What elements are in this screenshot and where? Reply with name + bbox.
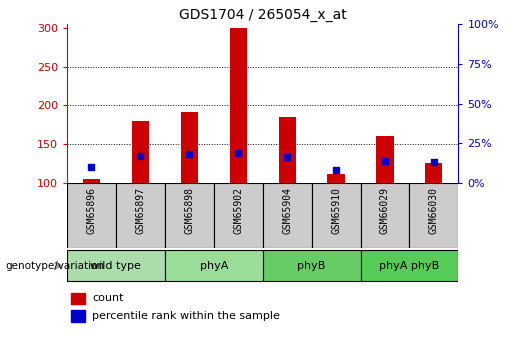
Bar xyxy=(67,183,116,248)
Text: genotype/variation: genotype/variation xyxy=(5,261,104,270)
Text: wild type: wild type xyxy=(91,261,141,270)
Text: GSM66030: GSM66030 xyxy=(429,187,439,235)
Bar xyxy=(71,293,84,304)
Bar xyxy=(425,164,442,183)
Bar xyxy=(279,117,296,183)
Text: phyA: phyA xyxy=(199,261,228,270)
Bar xyxy=(263,250,360,281)
Text: phyB: phyB xyxy=(297,261,326,270)
Bar xyxy=(165,250,263,281)
Text: GSM66029: GSM66029 xyxy=(380,187,390,235)
Bar xyxy=(409,183,458,248)
Text: GSM65902: GSM65902 xyxy=(233,187,243,235)
Text: phyA phyB: phyA phyB xyxy=(380,261,439,270)
Text: count: count xyxy=(92,293,124,303)
Bar xyxy=(83,179,100,183)
Bar xyxy=(230,28,247,183)
Bar xyxy=(116,183,165,248)
Point xyxy=(332,167,340,173)
Text: GSM65910: GSM65910 xyxy=(331,187,341,235)
Text: GSM65898: GSM65898 xyxy=(184,187,194,235)
Bar xyxy=(214,183,263,248)
Bar xyxy=(312,183,360,248)
Bar xyxy=(165,183,214,248)
Point xyxy=(185,151,194,157)
Bar xyxy=(360,183,409,248)
Point xyxy=(136,153,144,159)
Bar xyxy=(132,121,149,183)
Point xyxy=(283,155,291,160)
Text: GSM65904: GSM65904 xyxy=(282,187,292,235)
Title: GDS1704 / 265054_x_at: GDS1704 / 265054_x_at xyxy=(179,8,347,22)
Point xyxy=(381,158,389,164)
Bar xyxy=(360,250,458,281)
Bar xyxy=(181,112,198,183)
Bar xyxy=(71,310,84,322)
Bar xyxy=(67,250,165,281)
Text: percentile rank within the sample: percentile rank within the sample xyxy=(92,311,280,321)
Bar xyxy=(328,174,345,183)
Text: GSM65897: GSM65897 xyxy=(135,187,145,235)
Text: GSM65896: GSM65896 xyxy=(87,187,96,235)
Bar xyxy=(263,183,312,248)
Point xyxy=(88,164,96,170)
Point xyxy=(234,150,242,156)
Point xyxy=(430,159,438,165)
Bar xyxy=(376,136,393,183)
